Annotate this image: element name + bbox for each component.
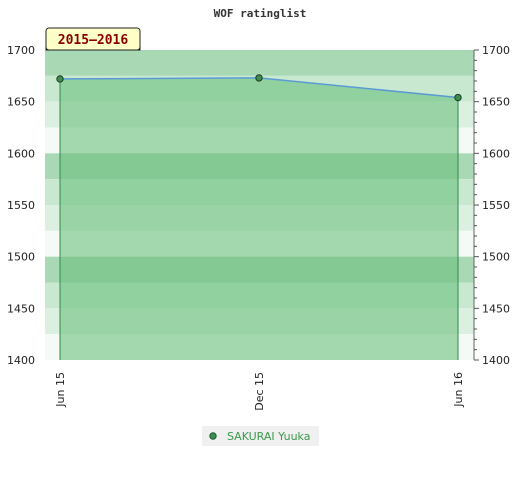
legend[interactable]: SAKURAI Yuuka [202, 426, 319, 446]
x-tick-label: Dec 15 [253, 372, 266, 411]
background-band [45, 50, 474, 76]
y-tick-label-left: 1500 [7, 251, 35, 264]
y-tick-label-right: 1400 [482, 354, 510, 367]
y-tick-label-right: 1600 [482, 147, 510, 160]
data-point [454, 93, 462, 102]
y-tick-label-left: 1600 [7, 147, 35, 160]
y-tick-label-left: 1450 [7, 302, 35, 315]
y-tick-label-right: 1650 [482, 96, 510, 109]
data-point [56, 75, 64, 83]
right-axis: 1400 1450 1500 1550 1600 1650 1700 [473, 44, 510, 367]
period-label: 2015–2016 [58, 33, 129, 48]
series-area [60, 77, 458, 361]
x-tick-label: Jun 16 [452, 372, 465, 408]
y-tick-label-left: 1550 [7, 199, 35, 212]
y-tick-label-right: 1550 [482, 199, 510, 212]
period-badge: 2015–2016 [45, 27, 141, 51]
y-tick-label-right: 1500 [482, 251, 510, 264]
x-tick-label: Jun 15 [54, 372, 67, 408]
y-tick-label-right: 1450 [482, 302, 510, 315]
y-tick-label-left: 1700 [7, 44, 35, 57]
legend-marker [209, 432, 217, 440]
x-axis: Jun 15 Dec 15 Jun 16 [54, 372, 465, 411]
chart-title: WOF ratinglist [214, 7, 307, 20]
y-tick-label-right: 1700 [482, 44, 510, 57]
data-point [255, 74, 263, 82]
left-axis: 1400 1450 1500 1550 1600 1650 1700 [7, 44, 35, 367]
legend-series-name: SAKURAI Yuuka [227, 430, 310, 443]
y-tick-label-left: 1400 [7, 354, 35, 367]
area-layer [56, 74, 462, 361]
y-tick-label-left: 1650 [7, 96, 35, 109]
